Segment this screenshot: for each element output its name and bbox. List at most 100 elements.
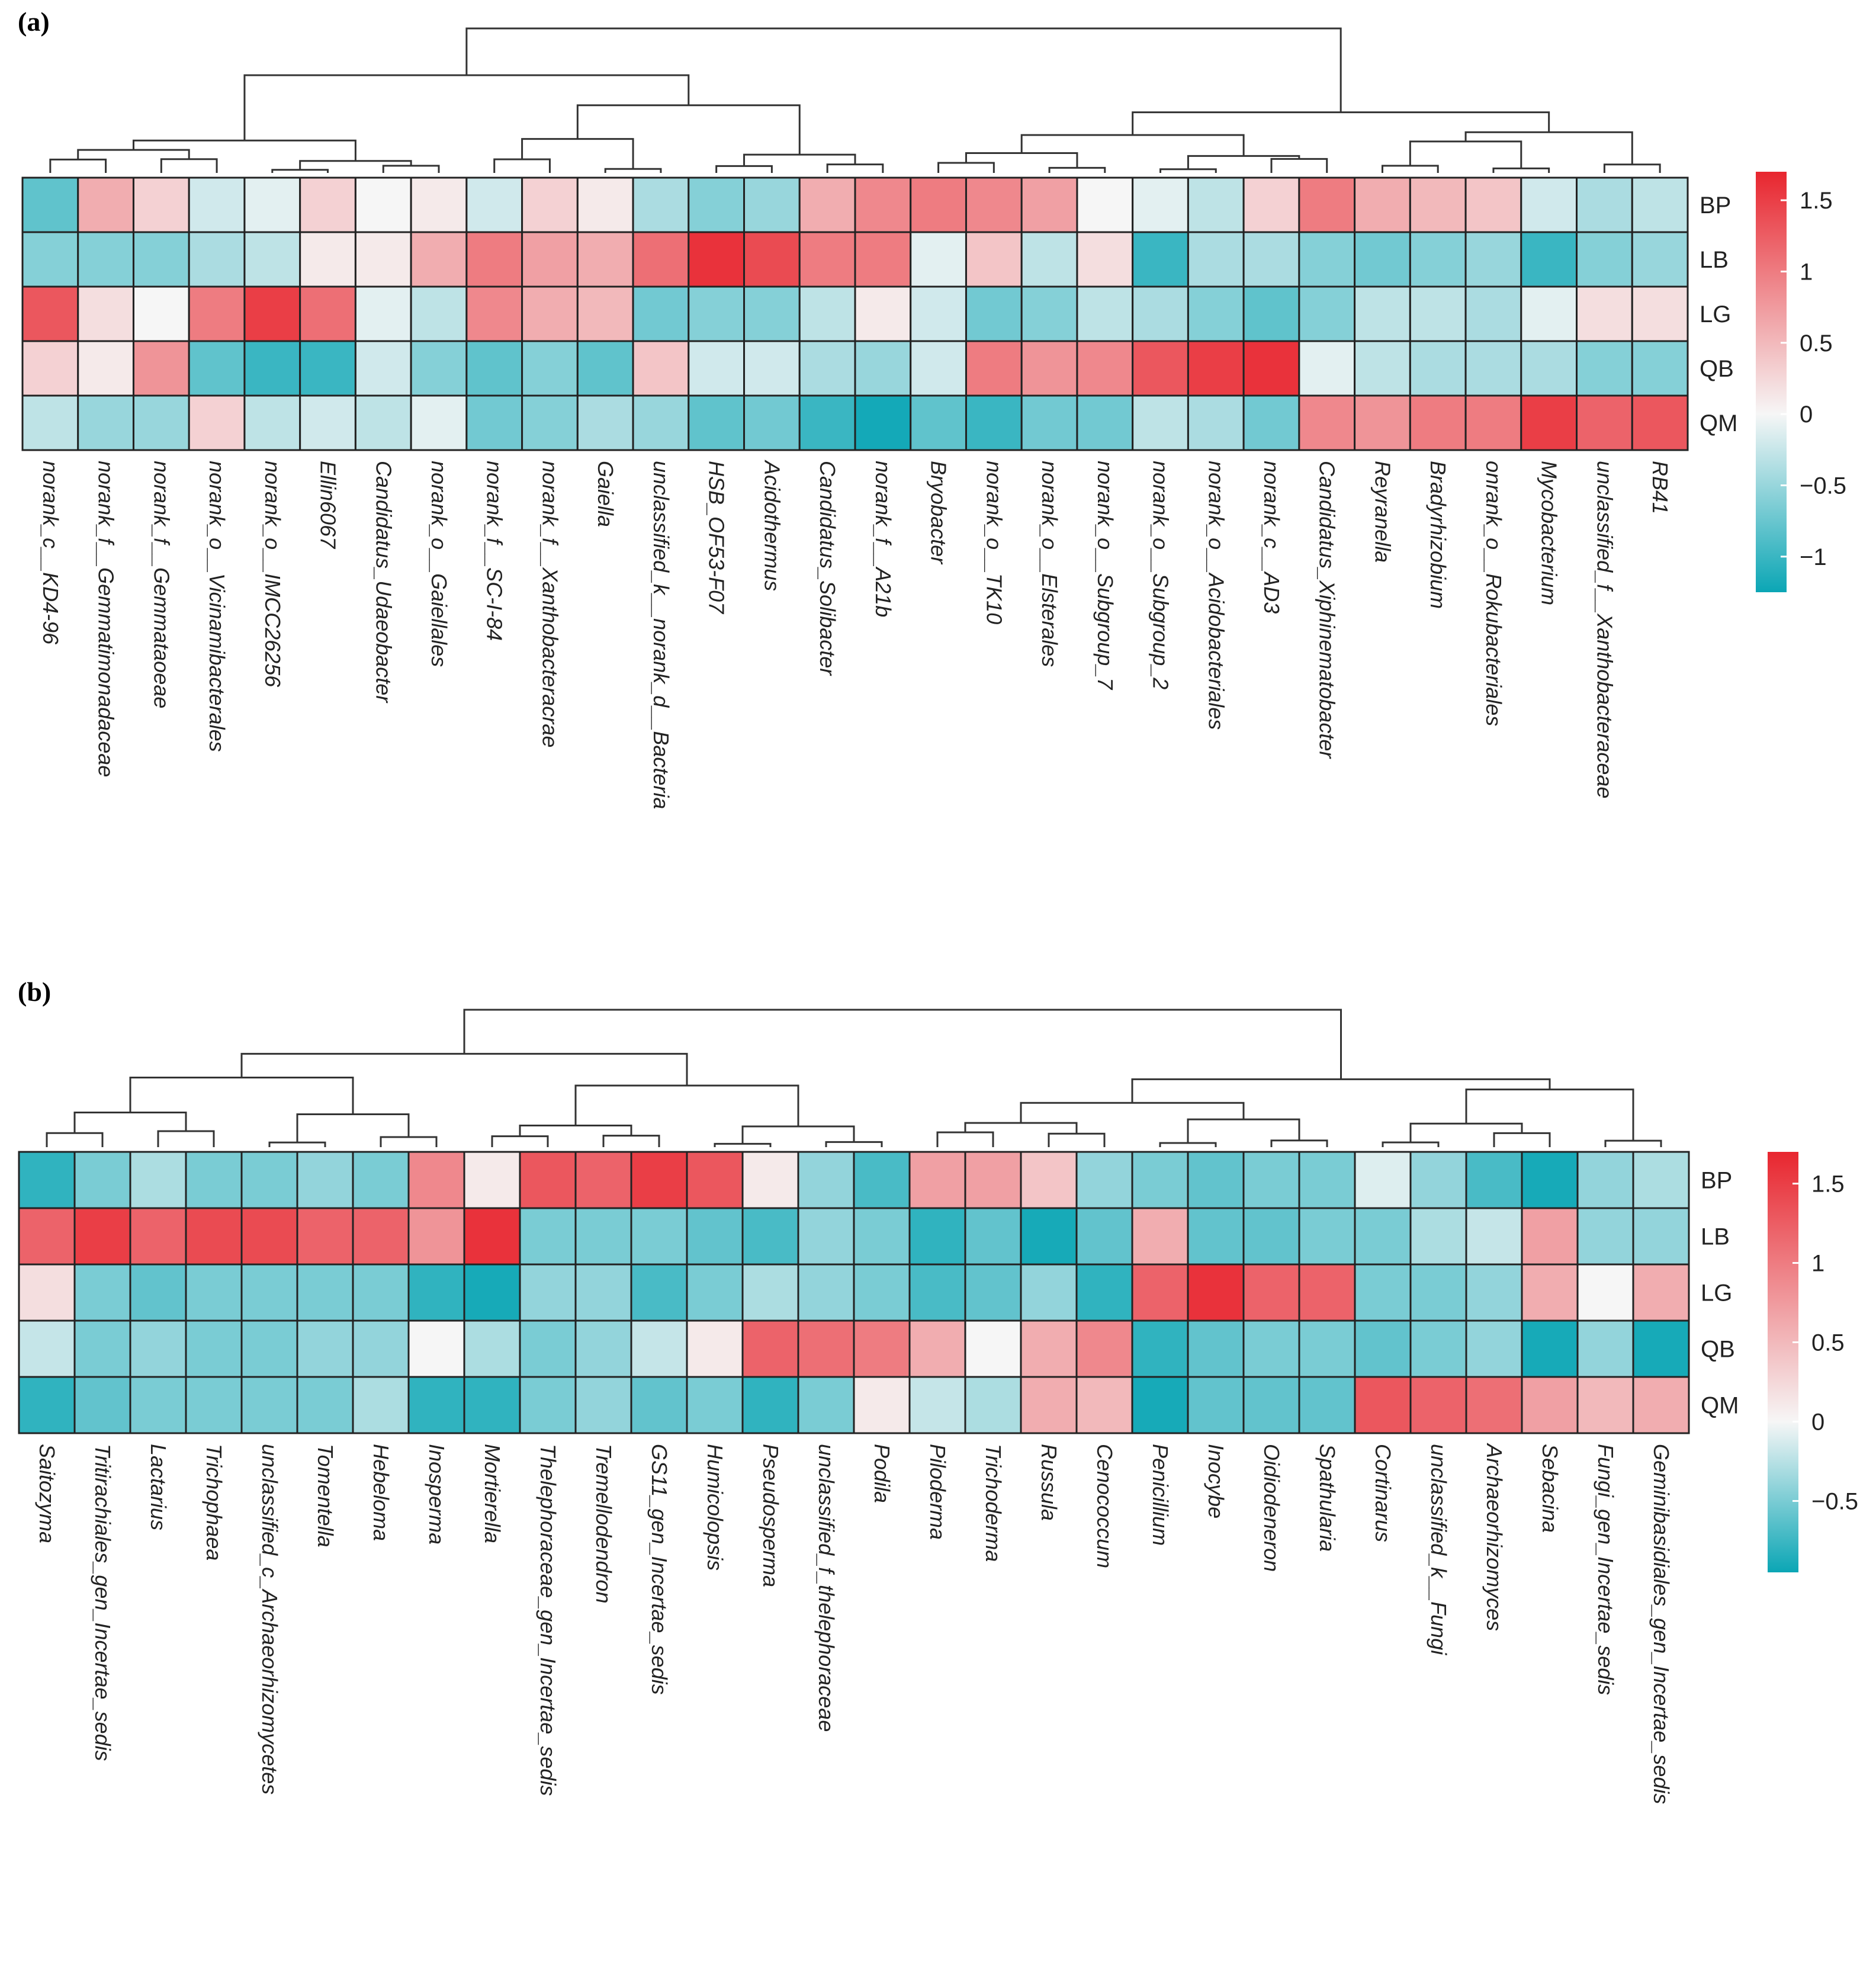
a-row-label-0: BP — [1700, 192, 1731, 219]
b-cell-r1-c22 — [1242, 1207, 1300, 1266]
b-cell-r1-c8 — [463, 1207, 521, 1266]
b-cell-r3-c14 — [797, 1319, 855, 1378]
a-cell-r1-c28 — [1576, 231, 1633, 288]
a-cell-r1-c7 — [410, 231, 468, 288]
a-cell-r2-c19 — [1076, 285, 1134, 342]
a-cell-r3-c25 — [1409, 340, 1467, 397]
b-cell-r0-c25 — [1409, 1151, 1467, 1209]
a-cell-r0-c1 — [77, 176, 134, 233]
b-cell-r1-c17 — [964, 1207, 1022, 1266]
a-colorbar-tick-label-5: −1 — [1800, 544, 1827, 570]
b-cell-r3-c21 — [1187, 1319, 1245, 1378]
b-cell-r3-c17 — [964, 1319, 1022, 1378]
a-cell-r4-c3 — [188, 394, 246, 451]
a-cell-r4-c17 — [965, 394, 1023, 451]
a-cell-r4-c19 — [1076, 394, 1134, 451]
a-cell-r0-c11 — [632, 176, 690, 233]
a-cell-r3-c13 — [743, 340, 801, 397]
b-dendrogram-branch-26 — [1382, 1141, 1440, 1147]
b-cell-r4-c25 — [1409, 1376, 1467, 1434]
a-dendrogram-branch-19 — [937, 162, 995, 173]
a-cell-r3-c11 — [632, 340, 690, 397]
b-cell-r2-c8 — [463, 1263, 521, 1322]
b-row-label-3: QB — [1701, 1337, 1735, 1363]
a-cell-r3-c27 — [1520, 340, 1578, 397]
a-cell-r0-c18 — [1020, 176, 1078, 233]
a-cell-r4-c2 — [132, 394, 190, 451]
a-col-label-19: norank_o__Subgroup_7 — [1093, 461, 1117, 691]
a-cell-r4-c26 — [1464, 394, 1522, 451]
a-cell-r1-c24 — [1354, 231, 1411, 288]
a-cell-r0-c8 — [465, 176, 523, 233]
a-col-label-25: Bradyrhizobium — [1426, 461, 1450, 609]
a-col-label-28: unclassified_f__Xanthobacteraceae — [1592, 461, 1617, 798]
b-cell-r2-c7 — [407, 1263, 465, 1322]
a-cell-r4-c13 — [743, 394, 801, 451]
a-cell-r0-c24 — [1354, 176, 1411, 233]
a-dendrogram-branch-6 — [299, 160, 412, 170]
a-cell-r0-c10 — [576, 176, 634, 233]
b-cell-r0-c21 — [1187, 1151, 1245, 1209]
a-cell-r2-c3 — [188, 285, 246, 342]
b-cell-r0-c28 — [1576, 1151, 1634, 1209]
b-row-label-4: QM — [1701, 1393, 1739, 1419]
a-cell-r0-c28 — [1576, 176, 1633, 233]
b-cell-r1-c13 — [741, 1207, 799, 1266]
a-dendrogram-branch-20 — [1048, 166, 1106, 173]
a-col-label-15: norank_f__A21b — [871, 461, 895, 617]
b-dendrogram-branch-3 — [73, 1112, 187, 1134]
a-cell-r4-c11 — [632, 394, 690, 451]
b-cell-r4-c18 — [1020, 1376, 1078, 1434]
a-col-label-2: norank_f__Gemmataoeae — [149, 461, 174, 708]
a-cell-r4-c0 — [21, 394, 79, 451]
a-cell-r1-c9 — [521, 231, 579, 288]
b-dendrogram-branch-16 — [1131, 1078, 1551, 1103]
b-cell-r0-c12 — [686, 1151, 744, 1209]
a-cell-r1-c17 — [965, 231, 1023, 288]
a-cell-r4-c24 — [1354, 394, 1411, 451]
b-cell-r2-c26 — [1465, 1263, 1523, 1322]
b-cell-r4-c5 — [296, 1376, 354, 1434]
a-dendrogram-branch-16 — [1132, 111, 1550, 136]
b-dendrogram-branch-1 — [240, 1052, 688, 1086]
b-dendrogram-branch-9 — [574, 1084, 799, 1126]
a-dendrogram-branch-8 — [382, 165, 440, 173]
a-cell-r2-c14 — [798, 285, 856, 342]
b-dendrogram-branch-7 — [268, 1141, 326, 1147]
b-cell-r1-c6 — [352, 1207, 410, 1266]
b-cell-r2-c28 — [1576, 1263, 1634, 1322]
b-col-label-24: Cortinarus — [1371, 1444, 1395, 1542]
b-cell-r2-c10 — [574, 1263, 632, 1322]
b-cell-r1-c16 — [908, 1207, 966, 1266]
a-dendrogram-branch-26 — [1381, 165, 1439, 173]
b-cell-r0-c13 — [741, 1151, 799, 1209]
a-cell-r0-c16 — [910, 176, 967, 233]
a-dendrogram-branch-25 — [1409, 140, 1522, 169]
b-dendrogram-branch-20 — [1048, 1132, 1106, 1147]
a-cell-r1-c1 — [77, 231, 134, 288]
a-cell-r4-c8 — [465, 394, 523, 451]
b-col-label-29: Geminibasidiales_gen_Incertae_sedis — [1649, 1444, 1673, 1804]
b-cell-r0-c1 — [73, 1151, 131, 1209]
a-dendrogram-branch-18 — [965, 152, 1078, 168]
a-cell-r3-c28 — [1576, 340, 1633, 397]
a-col-label-1: norank_f__Gemmatimonadaceae — [94, 461, 118, 777]
b-dendrogram-branch-23 — [1270, 1139, 1328, 1147]
a-dendrogram-branch-2 — [132, 139, 356, 161]
a-cell-r0-c22 — [1242, 176, 1300, 233]
a-cell-r2-c28 — [1576, 285, 1633, 342]
a-cell-r0-c25 — [1409, 176, 1467, 233]
a-cell-r0-c19 — [1076, 176, 1134, 233]
b-cell-r1-c1 — [73, 1207, 131, 1266]
a-dendrogram-branch-17 — [1020, 134, 1245, 156]
a-cell-r3-c22 — [1242, 340, 1300, 397]
a-col-label-10: Gaiella — [593, 461, 618, 527]
a-cell-r0-c12 — [688, 176, 746, 233]
a-cell-r1-c26 — [1464, 231, 1522, 288]
a-dendrogram-branch-22 — [1159, 168, 1217, 173]
a-cell-r4-c27 — [1520, 394, 1578, 451]
a-cell-r1-c25 — [1409, 231, 1467, 288]
b-col-label-0: Saitozyma — [35, 1444, 59, 1543]
a-cell-r0-c26 — [1464, 176, 1522, 233]
a-cell-r1-c19 — [1076, 231, 1134, 288]
